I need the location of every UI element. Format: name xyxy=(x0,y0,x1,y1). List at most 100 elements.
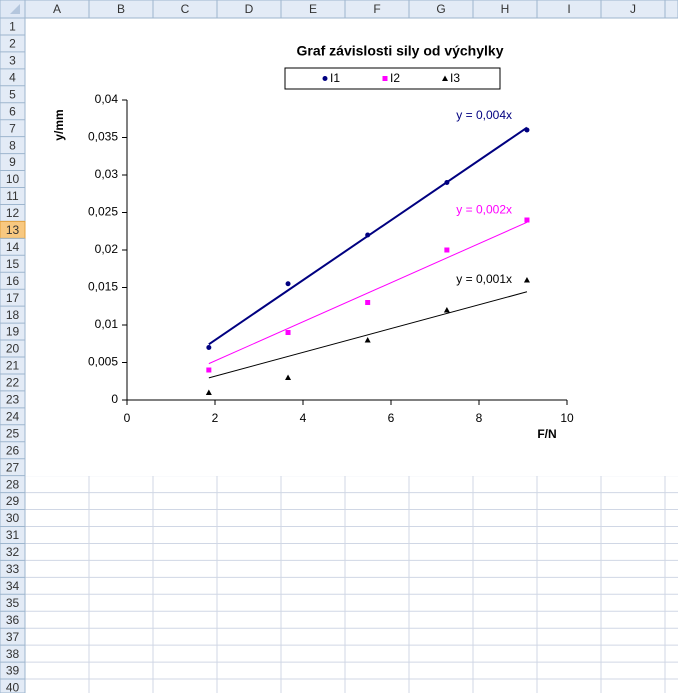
legend-label[interactable]: I2 xyxy=(390,71,400,85)
chart-title: Graf závislosti sily od výchylky xyxy=(297,43,504,59)
data-point xyxy=(523,277,530,283)
row-header[interactable]: 19 xyxy=(6,325,20,339)
column-header[interactable]: F xyxy=(373,2,380,16)
row-header[interactable]: 2 xyxy=(9,37,16,51)
row-header[interactable]: 3 xyxy=(9,54,16,68)
row-header[interactable]: 18 xyxy=(6,308,20,322)
column-header[interactable]: H xyxy=(501,2,510,16)
legend-label[interactable]: I1 xyxy=(330,71,340,85)
y-tick-label: 0,025 xyxy=(88,205,118,219)
y-tick-label: 0,02 xyxy=(95,242,119,256)
y-tick-label: 0,01 xyxy=(95,317,119,331)
y-tick-label: 0,03 xyxy=(95,167,119,181)
row-header[interactable]: 34 xyxy=(6,579,20,593)
data-point xyxy=(524,127,530,133)
column-header[interactable]: D xyxy=(245,2,254,16)
trendline xyxy=(208,291,528,379)
y-tick-label: 0,015 xyxy=(88,280,118,294)
data-point xyxy=(205,389,212,395)
row-header[interactable]: 20 xyxy=(6,342,20,356)
x-tick-label: 8 xyxy=(476,411,483,425)
row-header[interactable]: 36 xyxy=(6,613,20,627)
data-point xyxy=(365,232,371,238)
row-header[interactable]: 30 xyxy=(6,511,20,525)
column-header[interactable]: G xyxy=(436,2,445,16)
x-tick-label: 4 xyxy=(300,411,307,425)
row-header[interactable]: 40 xyxy=(6,681,20,693)
row-header[interactable]: 17 xyxy=(6,291,20,305)
trendline-label: y = 0,002x xyxy=(456,202,512,216)
row-header[interactable]: 1 xyxy=(9,20,16,34)
row-header[interactable]: 4 xyxy=(9,70,16,84)
trendline xyxy=(208,221,528,365)
data-point xyxy=(444,180,450,185)
column-header[interactable]: A xyxy=(53,2,61,16)
x-tick-label: 6 xyxy=(388,411,395,425)
row-header[interactable]: 9 xyxy=(9,155,16,169)
legend-marker xyxy=(442,75,448,81)
row-header[interactable]: 21 xyxy=(6,359,20,373)
column-header[interactable]: E xyxy=(309,2,317,16)
data-point xyxy=(285,281,291,287)
row-header[interactable]: 14 xyxy=(6,240,20,254)
data-point xyxy=(206,345,212,350)
data-point xyxy=(524,217,530,223)
y-tick-label: 0,035 xyxy=(88,130,118,144)
legend-marker xyxy=(322,76,328,81)
y-tick-label: 0,005 xyxy=(88,355,118,369)
data-point xyxy=(206,367,212,373)
row-header[interactable]: 8 xyxy=(9,138,16,152)
column-header[interactable]: C xyxy=(181,2,190,16)
row-header[interactable]: 6 xyxy=(9,104,16,118)
row-header[interactable]: 16 xyxy=(6,274,20,288)
column-header[interactable]: I xyxy=(567,2,570,16)
column-header-bar xyxy=(0,0,678,19)
row-header[interactable]: 29 xyxy=(6,494,20,508)
row-header[interactable]: 10 xyxy=(6,172,20,186)
x-axis-title: F/N xyxy=(537,427,556,441)
row-header[interactable]: 5 xyxy=(9,87,16,101)
row-header[interactable]: 33 xyxy=(6,562,20,576)
row-header[interactable]: 38 xyxy=(6,647,20,661)
row-header[interactable]: 28 xyxy=(6,477,20,491)
row-header[interactable]: 24 xyxy=(6,409,20,423)
chart: Graf závislosti sily od výchylky y/mm F/… xyxy=(52,43,574,441)
data-point xyxy=(365,300,371,305)
column-header[interactable]: J xyxy=(630,2,636,16)
row-header[interactable]: 15 xyxy=(6,257,20,271)
x-tick-label: 0 xyxy=(124,411,131,425)
data-point xyxy=(443,307,450,313)
row-header[interactable]: 37 xyxy=(6,630,20,644)
row-header[interactable]: 25 xyxy=(6,426,20,440)
data-point xyxy=(364,337,371,343)
select-all-corner[interactable] xyxy=(0,0,26,19)
row-header[interactable]: 11 xyxy=(6,189,19,203)
trendline-label: y = 0,001x xyxy=(456,272,512,286)
y-axis-title: y/mm xyxy=(52,109,66,140)
row-header[interactable]: 27 xyxy=(6,460,20,474)
row-header[interactable]: 32 xyxy=(6,545,20,559)
legend-marker xyxy=(382,76,388,81)
trendline-label: y = 0,004x xyxy=(456,108,512,122)
row-header[interactable]: 39 xyxy=(6,664,20,678)
row-header[interactable]: 22 xyxy=(6,376,20,390)
row-header[interactable]: 31 xyxy=(6,528,20,542)
data-point xyxy=(444,247,450,253)
row-header[interactable]: 26 xyxy=(6,443,20,457)
column-header[interactable]: B xyxy=(117,2,125,16)
row-header[interactable]: 23 xyxy=(6,393,20,407)
x-tick-label: 10 xyxy=(560,411,574,425)
row-header[interactable]: 12 xyxy=(6,206,20,220)
corner-triangle xyxy=(10,4,20,14)
row-header[interactable]: 35 xyxy=(6,596,20,610)
y-tick-label: 0,04 xyxy=(95,92,119,106)
x-tick-label: 2 xyxy=(212,411,219,425)
row-header[interactable]: 13 xyxy=(6,223,20,237)
data-point xyxy=(285,374,292,380)
row-header[interactable]: 7 xyxy=(9,121,16,135)
legend-box xyxy=(284,67,501,90)
legend-label[interactable]: I3 xyxy=(450,71,460,85)
